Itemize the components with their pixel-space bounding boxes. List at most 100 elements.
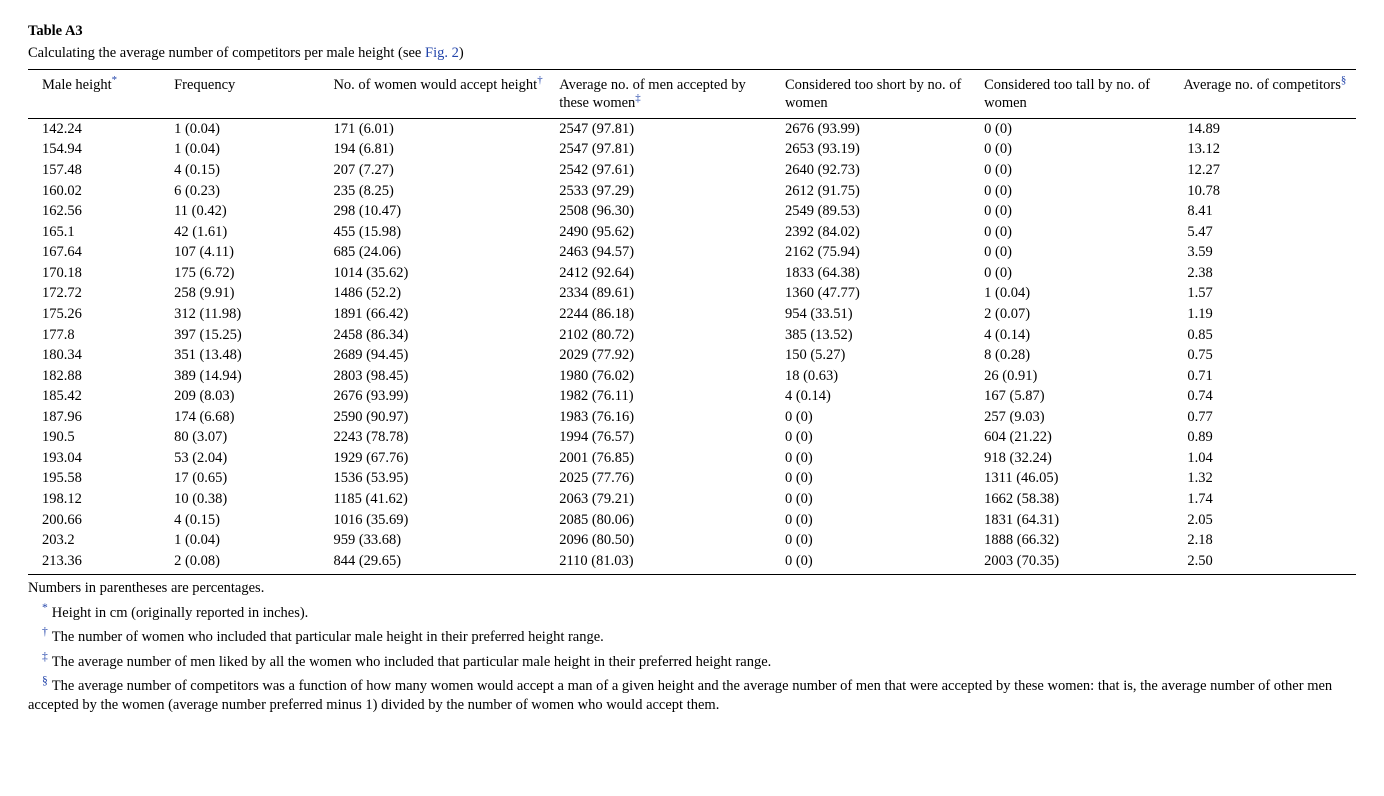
table-cell: 1891 (66.42)	[333, 304, 559, 325]
table-cell: 0 (0)	[984, 119, 1183, 140]
table-cell: 4 (0.14)	[785, 387, 984, 408]
table-cell: 5.47	[1183, 222, 1356, 243]
table-cell: 213.36	[28, 551, 174, 575]
table-row: 170.18175 (6.72)1014 (35.62)2412 (92.64)…	[28, 263, 1356, 284]
table-cell: 8 (0.28)	[984, 346, 1183, 367]
table-cell: 1 (0.04)	[174, 140, 333, 161]
table-cell: 1888 (66.32)	[984, 531, 1183, 552]
table-row: 200.664 (0.15)1016 (35.69)2085 (80.06)0 …	[28, 510, 1356, 531]
table-cell: 107 (4.11)	[174, 243, 333, 264]
table-cell: 0 (0)	[984, 222, 1183, 243]
table-cell: 918 (32.24)	[984, 448, 1183, 469]
table-cell: 954 (33.51)	[785, 304, 984, 325]
table-row: 187.96174 (6.68)2590 (90.97)1983 (76.16)…	[28, 407, 1356, 428]
table-cell: 1.57	[1183, 284, 1356, 305]
table-cell: 0 (0)	[785, 531, 984, 552]
table-cell: 142.24	[28, 119, 174, 140]
table-cell: 190.5	[28, 428, 174, 449]
table-cell: 209 (8.03)	[174, 387, 333, 408]
table-cell: 200.66	[28, 510, 174, 531]
footnote-marker: *	[42, 601, 48, 614]
table-cell: 1185 (41.62)	[333, 490, 559, 511]
table-cell: 162.56	[28, 202, 174, 223]
footnote-marker: §	[1341, 74, 1346, 86]
table-row: 142.241 (0.04)171 (6.01)2547 (97.81)2676…	[28, 119, 1356, 140]
table-cell: 177.8	[28, 325, 174, 346]
table-cell: 174 (6.68)	[174, 407, 333, 428]
table-caption: Calculating the average number of compet…	[28, 44, 1356, 64]
column-header: Considered too short by no. of women	[785, 70, 984, 119]
table-cell: 257 (9.03)	[984, 407, 1183, 428]
table-row: 175.26312 (11.98)1891 (66.42)2244 (86.18…	[28, 304, 1356, 325]
table-cell: 0 (0)	[984, 140, 1183, 161]
table-cell: 1486 (52.2)	[333, 284, 559, 305]
fig-link[interactable]: Fig. 2	[425, 45, 459, 61]
table-cell: 0 (0)	[785, 407, 984, 428]
caption-prefix: Calculating the average number of compet…	[28, 45, 425, 61]
table-row: 198.1210 (0.38)1185 (41.62)2063 (79.21)0…	[28, 490, 1356, 511]
table-cell: 10.78	[1183, 181, 1356, 202]
table-cell: 2243 (78.78)	[333, 428, 559, 449]
table-cell: 397 (15.25)	[174, 325, 333, 346]
table-cell: 2001 (76.85)	[559, 448, 785, 469]
table-cell: 2.18	[1183, 531, 1356, 552]
table-cell: 154.94	[28, 140, 174, 161]
table-cell: 18 (0.63)	[785, 366, 984, 387]
table-cell: 235 (8.25)	[333, 181, 559, 202]
table-cell: 207 (7.27)	[333, 161, 559, 182]
table-cell: 10 (0.38)	[174, 490, 333, 511]
table-cell: 351 (13.48)	[174, 346, 333, 367]
table-cell: 2.38	[1183, 263, 1356, 284]
table-cell: 2.50	[1183, 551, 1356, 575]
table-cell: 0 (0)	[785, 448, 984, 469]
table-cell: 2676 (93.99)	[333, 387, 559, 408]
table-cell: 2542 (97.61)	[559, 161, 785, 182]
table-cell: 1016 (35.69)	[333, 510, 559, 531]
table-row: 213.362 (0.08)844 (29.65)2110 (81.03)0 (…	[28, 551, 1356, 575]
table-cell: 2590 (90.97)	[333, 407, 559, 428]
table-cell: 2490 (95.62)	[559, 222, 785, 243]
table-row: 167.64107 (4.11)685 (24.06)2463 (94.57)2…	[28, 243, 1356, 264]
table-cell: 1014 (35.62)	[333, 263, 559, 284]
table-cell: 2 (0.07)	[984, 304, 1183, 325]
table-cell: 1983 (76.16)	[559, 407, 785, 428]
table-cell: 1.19	[1183, 304, 1356, 325]
table-cell: 0.75	[1183, 346, 1356, 367]
table-cell: 2547 (97.81)	[559, 119, 785, 140]
table-cell: 194 (6.81)	[333, 140, 559, 161]
table-cell: 8.41	[1183, 202, 1356, 223]
table-cell: 0 (0)	[785, 469, 984, 490]
table-cell: 455 (15.98)	[333, 222, 559, 243]
table-cell: 2463 (94.57)	[559, 243, 785, 264]
table-cell: 604 (21.22)	[984, 428, 1183, 449]
column-header: Frequency	[174, 70, 333, 119]
table-cell: 160.02	[28, 181, 174, 202]
table-row: 195.5817 (0.65)1536 (53.95)2025 (77.76)0…	[28, 469, 1356, 490]
table-cell: 0 (0)	[984, 181, 1183, 202]
table-cell: 1.04	[1183, 448, 1356, 469]
table-cell: 175.26	[28, 304, 174, 325]
table-cell: 170.18	[28, 263, 174, 284]
table-cell: 175 (6.72)	[174, 263, 333, 284]
table-row: 182.88389 (14.94)2803 (98.45)1980 (76.02…	[28, 366, 1356, 387]
footnote-item: †The number of women who included that p…	[28, 624, 1356, 647]
table-cell: 2533 (97.29)	[559, 181, 785, 202]
table-cell: 0.77	[1183, 407, 1356, 428]
table-cell: 2508 (96.30)	[559, 202, 785, 223]
table-cell: 389 (14.94)	[174, 366, 333, 387]
table-cell: 2458 (86.34)	[333, 325, 559, 346]
footnote-intro: Numbers in parentheses are percentages.	[28, 579, 1356, 599]
table-row: 154.941 (0.04)194 (6.81)2547 (97.81)2653…	[28, 140, 1356, 161]
table-cell: 385 (13.52)	[785, 325, 984, 346]
table-cell: 172.72	[28, 284, 174, 305]
table-cell: 1831 (64.31)	[984, 510, 1183, 531]
table-cell: 157.48	[28, 161, 174, 182]
table-cell: 0 (0)	[785, 510, 984, 531]
table-cell: 1929 (67.76)	[333, 448, 559, 469]
column-header: Average no. of men accepted by these wom…	[559, 70, 785, 119]
footnote-item: ‡The average number of men liked by all …	[28, 649, 1356, 672]
table-row: 193.0453 (2.04)1929 (67.76)2001 (76.85)0…	[28, 448, 1356, 469]
table-cell: 0 (0)	[785, 490, 984, 511]
table-row: 157.484 (0.15)207 (7.27)2542 (97.61)2640…	[28, 161, 1356, 182]
table-cell: 11 (0.42)	[174, 202, 333, 223]
